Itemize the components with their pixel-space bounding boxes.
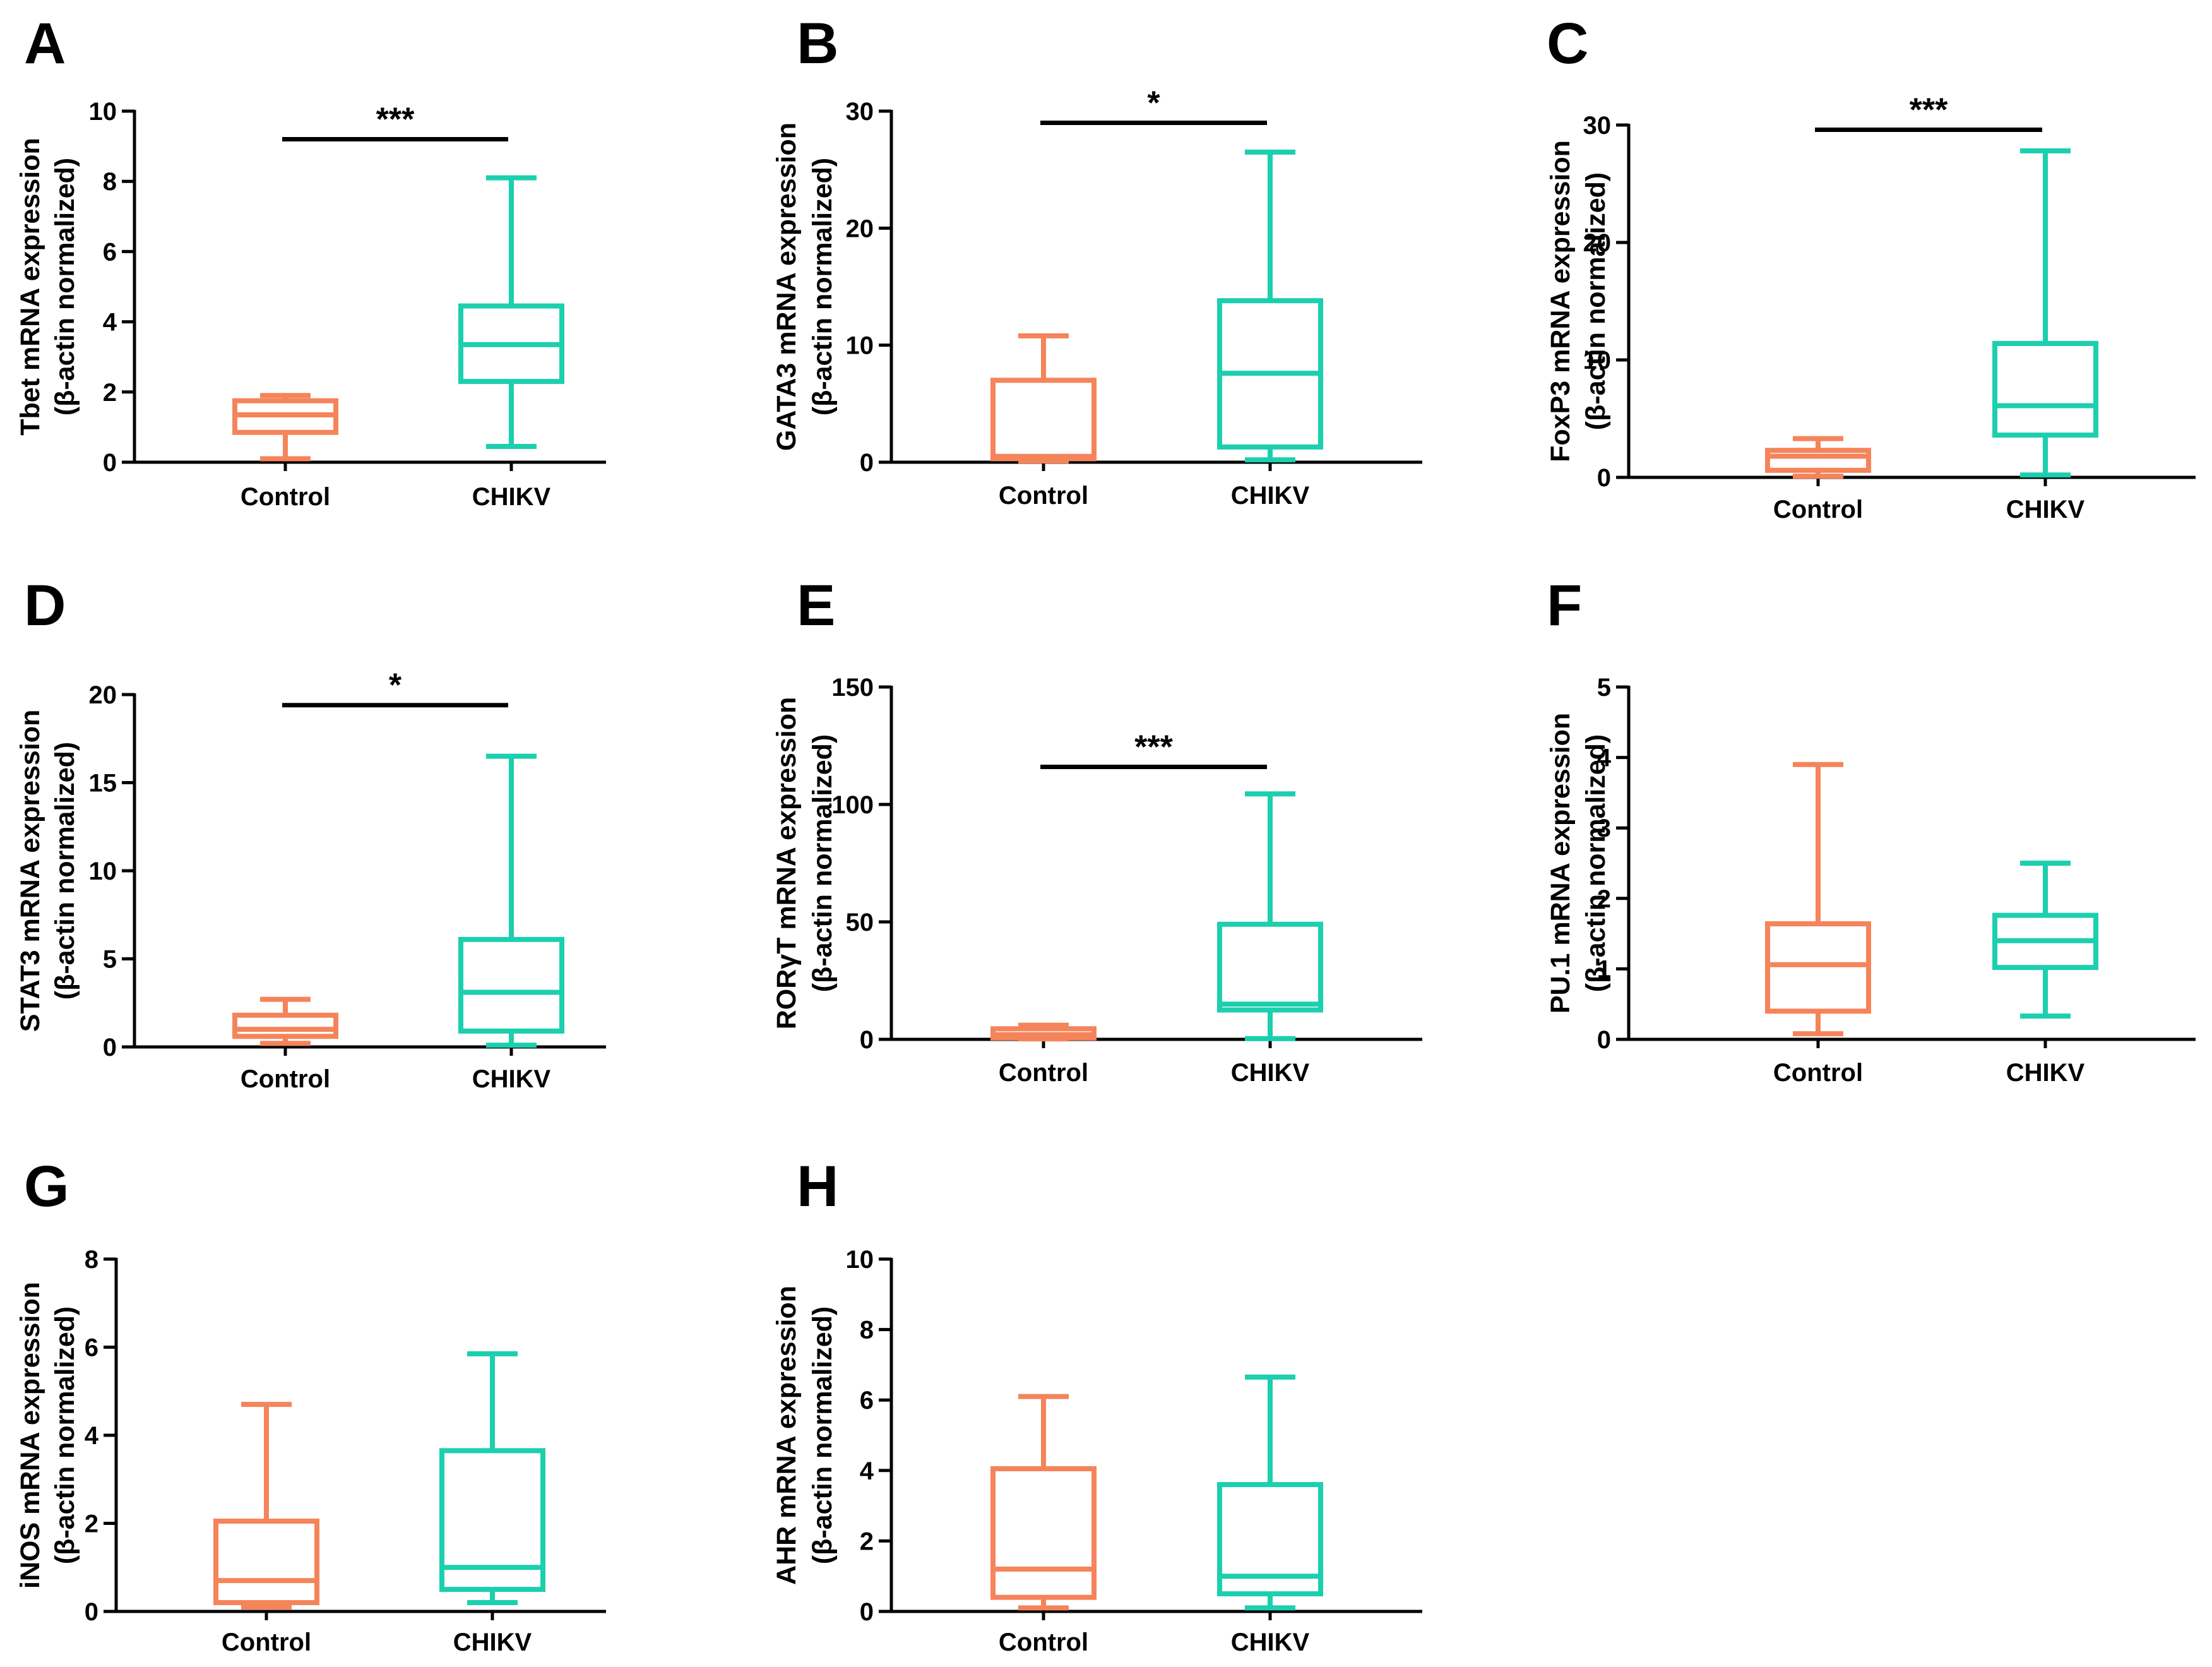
panel-h-x-label-control: Control — [999, 1628, 1088, 1656]
panel-h-y-axis-subtitle: (β-actin normalized) — [807, 1306, 838, 1565]
panel-d-y-tick-label: 20 — [89, 681, 117, 709]
panel-a-y-tick-label: 2 — [103, 379, 117, 407]
panel-c-significance-label: *** — [1910, 92, 1948, 128]
panel-c-x-label-chikv: CHIKV — [2006, 496, 2085, 523]
panel-a-y-tick-label: 10 — [89, 98, 117, 126]
panel-b-significance-label: * — [1147, 85, 1160, 122]
panel-d-box-control-iqr — [232, 1012, 338, 1039]
panel-e-x-label-control: Control — [999, 1059, 1088, 1087]
panel-g-y-tick-label: 8 — [85, 1246, 98, 1274]
panel-e-letter: E — [797, 573, 835, 638]
panel-a-x-label-control: Control — [241, 483, 330, 511]
panel-h-letter: H — [797, 1154, 838, 1219]
panel-f-box-control-iqr — [1765, 921, 1871, 1014]
panel-g-x-label-chikv: CHIKV — [453, 1628, 532, 1656]
panel-b-x-label-chikv: CHIKV — [1231, 482, 1310, 510]
panel-f-x-label-control: Control — [1773, 1059, 1863, 1087]
panel-b-letter: B — [797, 11, 838, 76]
panel-c-y-tick-label: 0 — [1597, 464, 1611, 492]
panel-h-y-tick-label: 4 — [860, 1457, 874, 1485]
panel-f-y-tick-label: 5 — [1597, 674, 1611, 702]
panel-e-y-axis-subtitle: (β-actin normalized) — [807, 734, 838, 993]
panel-c-x-label-control: Control — [1773, 496, 1863, 523]
panel-a-y-tick-label: 0 — [103, 449, 117, 477]
panel-e-y-tick-label: 150 — [831, 674, 874, 702]
panel-f-y-tick-label: 4 — [1597, 744, 1612, 772]
panel-b-y-tick-label: 30 — [846, 98, 874, 126]
panel-h-y-tick-label: 2 — [860, 1527, 874, 1555]
panel-a-y-tick-label: 4 — [103, 309, 117, 337]
panel-b-x-label-control: Control — [999, 482, 1088, 510]
panel-d-y-tick-label: 5 — [103, 946, 117, 974]
panel-h-y-tick-label: 0 — [860, 1598, 874, 1626]
panel-f-letter: F — [1547, 573, 1582, 638]
panel-h-y-tick-label: 8 — [860, 1317, 874, 1344]
panel-b-y-axis-title: GATA3 mRNA expression — [771, 122, 802, 451]
panel-d-x-label-control: Control — [241, 1065, 330, 1093]
panel-a-y-tick-label: 6 — [103, 238, 117, 266]
panel-g-y-tick-label: 2 — [85, 1510, 98, 1538]
panel-c-y-tick-label: 10 — [1583, 347, 1612, 374]
panel-c-y-tick-label: 20 — [1583, 229, 1612, 257]
panel-g-y-axis-title: iNOS mRNA expression — [15, 1282, 45, 1589]
panel-e-significance-label: *** — [1134, 729, 1173, 765]
panel-f-y-tick-label: 1 — [1597, 955, 1611, 983]
panel-g-y-tick-label: 0 — [85, 1598, 98, 1626]
panel-d-y-axis-title: STAT3 mRNA expression — [15, 710, 45, 1032]
panel-h-y-tick-label: 6 — [860, 1387, 874, 1414]
panel-c-y-axis-title: FoxP3 mRNA expression — [1545, 140, 1576, 462]
panel-f-y-tick-label: 0 — [1597, 1026, 1611, 1054]
panel-c-y-axis-subtitle: (β-actin normalized) — [1581, 172, 1611, 431]
panel-c-y-tick-label: 30 — [1583, 112, 1612, 140]
panel-c-letter: C — [1547, 11, 1588, 76]
panel-c-box-control-iqr — [1765, 448, 1871, 473]
panel-e-y-tick-label: 50 — [846, 909, 874, 936]
panel-h-x-label-chikv: CHIKV — [1231, 1628, 1310, 1656]
panel-d-y-tick-label: 0 — [103, 1034, 117, 1061]
panel-h-y-axis-title: AHR mRNA expression — [771, 1286, 802, 1585]
panel-b-y-axis-subtitle: (β-actin normalized) — [807, 158, 838, 416]
panel-d-y-axis-subtitle: (β-actin normalized) — [50, 742, 80, 1000]
panel-h-box-control-iqr — [990, 1466, 1097, 1600]
panel-a-y-axis-subtitle: (β-actin normalized) — [50, 158, 80, 416]
panel-e-y-tick-label: 0 — [860, 1026, 874, 1054]
panel-h-y-tick-label: 10 — [846, 1246, 874, 1274]
panel-a-significance-label: *** — [376, 101, 415, 138]
panel-d-x-label-chikv: CHIKV — [472, 1065, 551, 1093]
panel-g-y-axis-subtitle: (β-actin normalized) — [50, 1306, 80, 1565]
panel-a-letter: A — [24, 11, 66, 76]
panel-b-y-tick-label: 20 — [846, 215, 874, 242]
panel-g-y-tick-label: 4 — [85, 1422, 99, 1450]
panel-f-y-tick-label: 2 — [1597, 885, 1611, 913]
panel-a-x-label-chikv: CHIKV — [472, 483, 551, 511]
panel-g-box-control-iqr — [213, 1519, 319, 1606]
panel-d-box-chikv-iqr — [458, 936, 564, 1034]
panel-b-y-tick-label: 10 — [846, 332, 874, 360]
panel-a-y-axis-title: Tbet mRNA expression — [15, 138, 45, 436]
panel-a-y-tick-label: 8 — [103, 168, 117, 196]
panel-b-box-control-iqr — [990, 378, 1097, 462]
panel-d-y-tick-label: 15 — [89, 770, 117, 798]
panel-d-y-tick-label: 10 — [89, 857, 117, 885]
panel-b-y-tick-label: 0 — [860, 449, 874, 477]
panel-e-y-axis-title: RORγT mRNA expression — [771, 697, 802, 1029]
panel-g-letter: G — [24, 1154, 69, 1219]
panel-c-box-chikv-iqr — [1992, 340, 2098, 438]
panel-e-y-tick-label: 100 — [831, 791, 874, 819]
panel-d-letter: D — [24, 573, 66, 638]
panel-d-significance-label: * — [389, 667, 402, 704]
panel-e-box-chikv-iqr — [1217, 921, 1323, 1013]
panel-f-x-label-chikv: CHIKV — [2006, 1059, 2085, 1087]
panel-e-x-label-chikv: CHIKV — [1231, 1059, 1310, 1087]
panel-g-y-tick-label: 6 — [85, 1334, 98, 1362]
panel-f-y-tick-label: 3 — [1597, 815, 1611, 842]
panel-g-x-label-control: Control — [222, 1628, 311, 1656]
panel-f-y-axis-subtitle: (β-actin normalized) — [1581, 734, 1611, 993]
panel-f-y-axis-title: PU.1 mRNA expression — [1545, 713, 1576, 1013]
